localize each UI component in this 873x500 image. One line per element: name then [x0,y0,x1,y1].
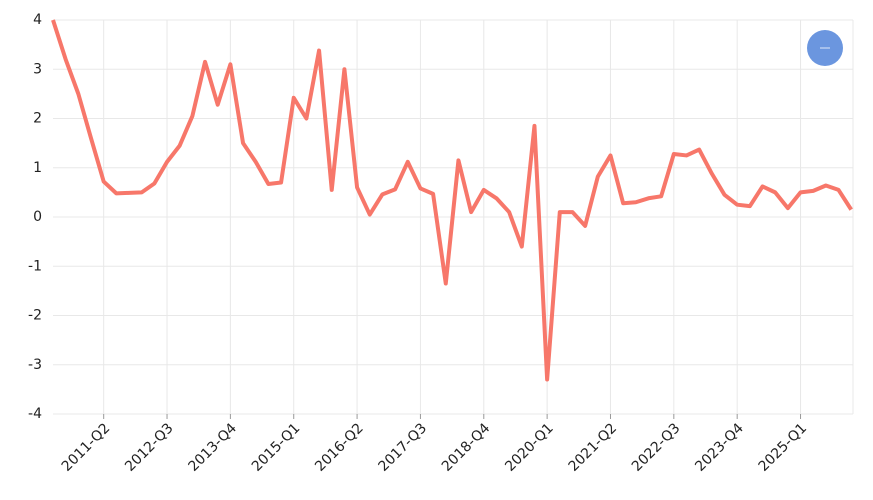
y-tick-label: 1 [33,160,42,176]
x-tick-label: 2022-Q3 [629,420,684,475]
x-tick-label: 2011-Q2 [59,420,114,475]
x-tick-label: 2020-Q1 [502,420,557,475]
y-tick-label: 4 [33,12,42,28]
legend [807,30,843,66]
x-tick-label: 2023-Q4 [692,420,747,475]
y-tick-label: 0 [33,209,42,225]
y-tick-label: -1 [28,258,42,274]
x-tick-label: 2017-Q3 [376,420,431,475]
data-line [51,19,853,382]
x-tick-label: 2012-Q3 [122,420,177,475]
x-tick-label: 2016-Q2 [312,420,367,475]
y-tick-label: 2 [33,111,42,127]
x-tick-label: 2013-Q4 [186,420,241,475]
y-tick-label: -3 [28,357,42,373]
y-tick-label: 3 [33,61,42,77]
x-tick-label: 2015-Q1 [249,420,304,475]
y-tick-label: -4 [28,406,42,422]
y-tick-label: -2 [28,308,42,324]
x-tick-label: 2018-Q4 [439,420,494,475]
x-tick-label: 2021-Q2 [566,420,621,475]
x-tick-label: 2025-Q1 [756,420,811,475]
